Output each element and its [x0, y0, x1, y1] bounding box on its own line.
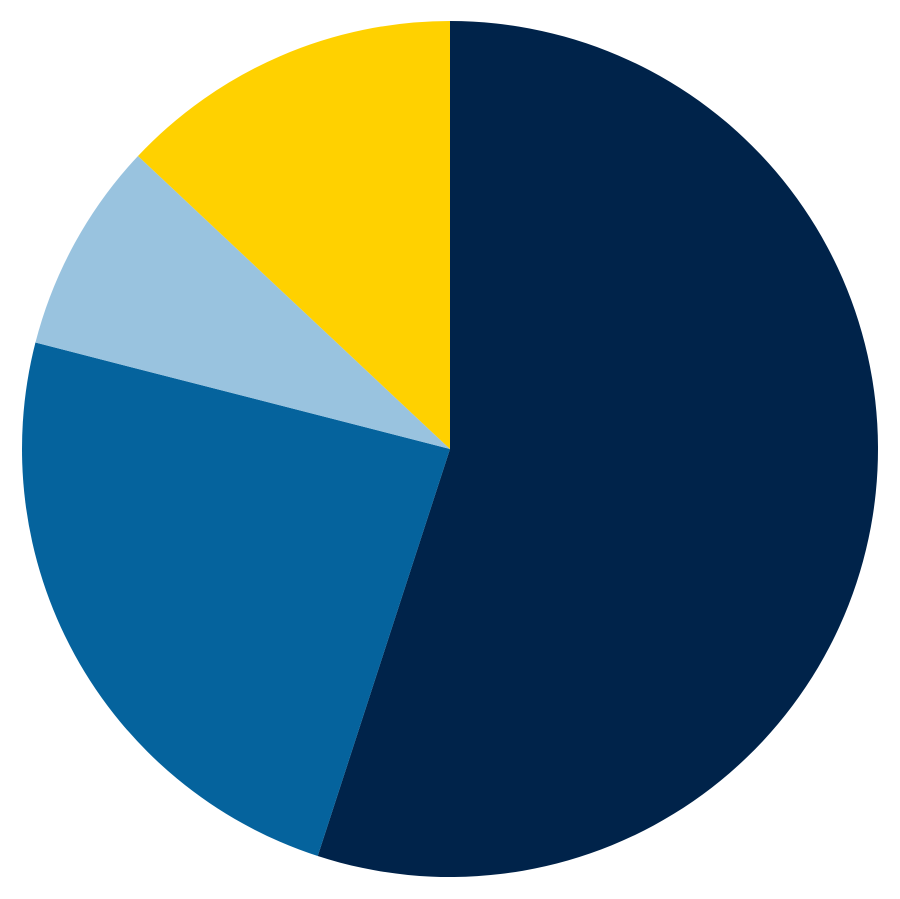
pie-slice-1: [317, 21, 879, 878]
pie-slice-3: [35, 156, 450, 449]
pie-slice-4: [138, 21, 450, 449]
pie-slice-2: [21, 342, 450, 857]
